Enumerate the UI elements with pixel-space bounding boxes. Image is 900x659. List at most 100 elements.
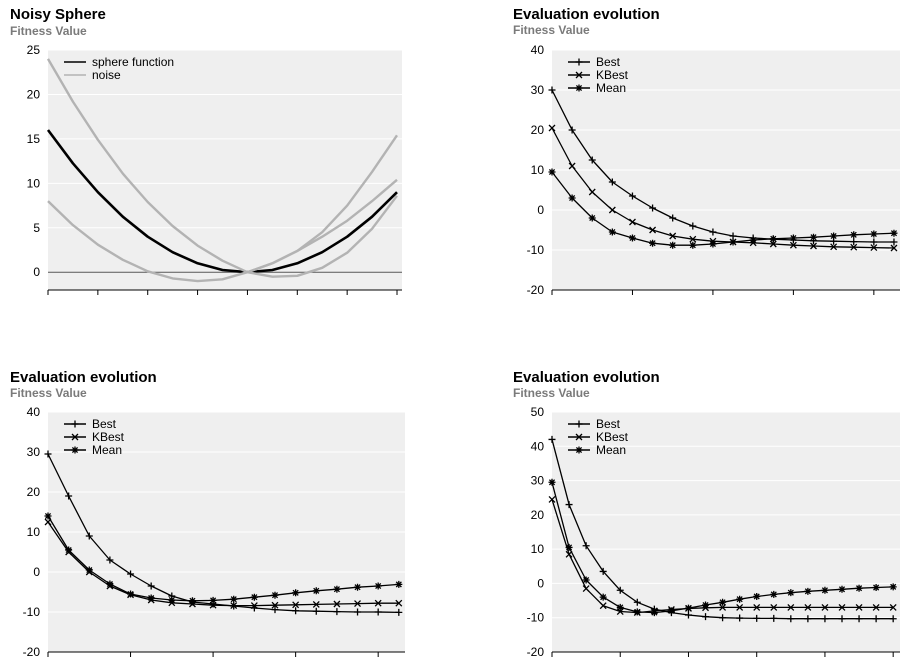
point-p3-s1-12 (753, 603, 761, 611)
point-p3-s2-4 (616, 603, 624, 611)
point-p2-s2-9 (230, 595, 238, 603)
point-p2-s2-5 (147, 594, 155, 602)
point-p3-s1-19 (872, 603, 880, 611)
point-p1-s2-12 (789, 234, 797, 242)
point-p2-s2-3 (106, 580, 114, 588)
point-p1-s1-13 (810, 242, 817, 250)
legend-label: Best (596, 55, 621, 69)
point-p3-s0-0 (548, 435, 556, 443)
point-p3-s0-14 (787, 615, 795, 623)
point-p1-s1-3 (608, 206, 616, 214)
point-p3-s1-16 (821, 603, 829, 611)
point-p3-s1-17 (838, 603, 846, 611)
series-mean (548, 478, 897, 617)
point-p1-slegend-1 (575, 71, 583, 79)
point-p3-s0-3 (599, 567, 607, 575)
chart-title: Evaluation evolution (513, 6, 660, 23)
point-p1-s0-5 (649, 204, 657, 212)
point-p3-slegend-2 (575, 446, 583, 454)
point-p3-s2-10 (719, 598, 727, 606)
point-p3-s1-14 (787, 603, 795, 611)
point-p1-s1-12 (789, 241, 797, 249)
series-line (47, 178, 398, 283)
legend-label: KBest (596, 68, 629, 82)
y-tick-label: 30 (531, 474, 545, 488)
point-p1-s0-1 (568, 126, 576, 134)
point-p2-s0-15 (354, 608, 362, 616)
point-p1-s2-11 (769, 235, 777, 243)
series-sphere-function (46, 129, 398, 274)
point-p3-s1-0 (548, 495, 556, 503)
point-p2-slegend-0 (71, 420, 79, 428)
point-p2-s2-13 (312, 587, 320, 595)
point-p3-s2-12 (753, 592, 761, 600)
point-p2-s2-8 (209, 596, 217, 604)
point-p1-s2-9 (729, 238, 737, 246)
point-p1-s1-11 (769, 240, 777, 248)
point-p2-s2-4 (127, 590, 135, 598)
point-p3-s0-16 (821, 615, 829, 623)
point-p3-s2-7 (667, 607, 675, 615)
point-p2-s0-0 (44, 450, 52, 458)
y-tick-label: -20 (23, 645, 41, 659)
chart-title: Evaluation evolution (513, 369, 660, 386)
point-p1-s0-15 (850, 238, 858, 246)
plot-area (48, 50, 402, 290)
point-p1-s2-14 (830, 232, 838, 240)
point-p2-s1-14 (333, 600, 341, 608)
legend-label: Best (92, 417, 117, 431)
y-tick-label: 30 (531, 83, 545, 97)
point-p3-s0-5 (633, 598, 641, 606)
point-p3-s2-1 (565, 543, 573, 551)
point-p3-s2-13 (770, 590, 778, 598)
point-p1-s1-17 (890, 244, 898, 252)
point-p3-s2-20 (889, 583, 897, 591)
point-p2-s1-15 (354, 600, 361, 608)
point-p3-s2-18 (855, 584, 863, 592)
point-p3-s0-9 (702, 613, 710, 621)
point-p1-s0-16 (870, 238, 878, 246)
point-p2-s2-10 (250, 593, 258, 601)
point-p3-s0-13 (770, 614, 778, 622)
point-p3-s0-18 (855, 615, 863, 623)
point-p3-s0-8 (684, 611, 692, 619)
series-noise (46, 58, 398, 278)
point-p3-s2-6 (650, 609, 658, 617)
point-p2-s0-3 (106, 556, 114, 564)
y-tick-label: 30 (27, 445, 41, 459)
legend-label: KBest (596, 430, 629, 444)
point-p2-s0-1 (65, 492, 73, 500)
point-p1-s0-9 (729, 232, 737, 240)
point-p3-s0-17 (838, 615, 846, 623)
point-p3-s1-11 (736, 603, 744, 611)
point-p1-s1-1 (568, 162, 576, 170)
y-tick-label: 20 (531, 508, 545, 522)
point-p1-s0-2 (588, 156, 596, 164)
point-p2-s2-16 (374, 582, 382, 590)
y-tick-label: -20 (527, 645, 545, 659)
point-p2-s2-12 (292, 589, 300, 597)
y-tick-label: 50 (531, 405, 545, 419)
point-p3-s0-20 (889, 615, 897, 623)
point-p1-s0-17 (890, 238, 898, 246)
point-p2-s0-13 (312, 607, 320, 615)
point-p1-s2-4 (628, 234, 636, 242)
point-p3-s1-3 (599, 602, 607, 610)
point-p2-s1-11 (271, 601, 279, 609)
point-p2-s0-16 (374, 608, 382, 616)
y-tick-label: 40 (531, 439, 545, 453)
y-tick-label: 25 (27, 43, 41, 57)
y-tick-label: 40 (531, 43, 545, 57)
legend-label: Mean (596, 443, 626, 457)
series-unnamed-2 (47, 178, 398, 283)
point-p2-s2-1 (65, 546, 73, 554)
y-axis-label: Fitness Value (10, 386, 87, 400)
point-p2-s0-17 (395, 608, 403, 616)
point-p1-s2-7 (689, 241, 697, 249)
point-p2-s2-2 (85, 566, 93, 574)
point-p3-s2-16 (821, 586, 829, 594)
point-p2-s2-14 (333, 585, 341, 593)
